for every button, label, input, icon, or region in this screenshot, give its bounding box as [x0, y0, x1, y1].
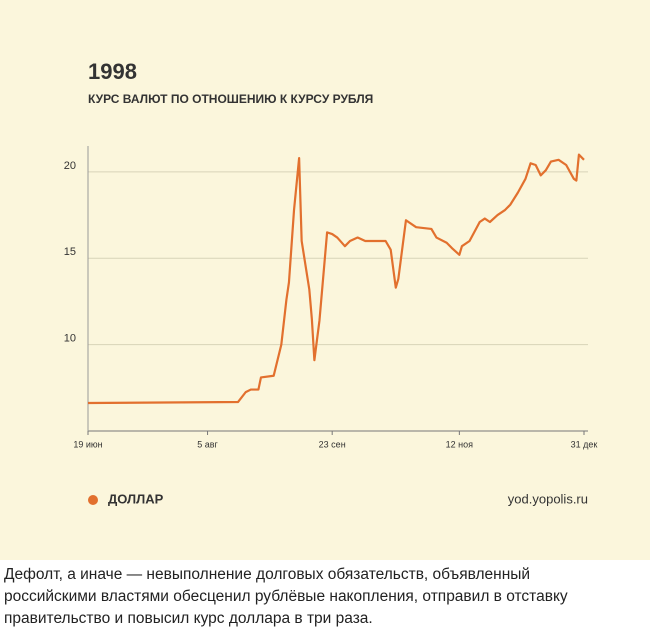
chart-card	[0, 0, 650, 560]
y-tick-label: 10	[64, 333, 76, 345]
chart-title: 1998	[88, 59, 137, 84]
line-series	[87, 153, 585, 405]
source: yod.yopolis.ru	[508, 491, 588, 506]
legend-label: ДОЛЛАР	[108, 491, 164, 506]
x-tick-label: 5 авг	[197, 439, 218, 449]
y-tick-label: 20	[64, 160, 76, 172]
chart: 1998 КУРС ВАЛЮТ ПО ОТНОШЕНИЮ К КУРСУ РУБ…	[64, 59, 598, 507]
caption: Дефолт, а иначе — невыполнение долговых …	[4, 566, 568, 627]
x-tick-label: 19 июн	[73, 439, 102, 449]
chart-subtitle: КУРС ВАЛЮТ ПО ОТНОШЕНИЮ К КУРСУ РУБЛЯ	[88, 92, 373, 106]
x-tick-label: 12 ноя	[446, 439, 473, 449]
legend-marker	[88, 495, 98, 505]
y-tick-label: 15	[64, 246, 76, 258]
x-tick-label: 31 дек	[571, 439, 598, 449]
x-tick-label: 23 сен	[319, 439, 346, 449]
